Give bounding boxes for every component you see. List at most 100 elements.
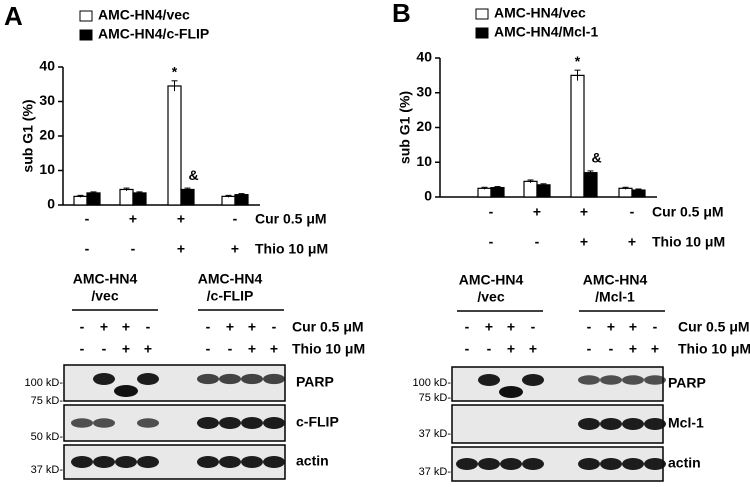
condition-sign: + <box>580 204 588 220</box>
blot-band <box>197 456 219 468</box>
condition-sign: + <box>651 341 659 357</box>
blot-band <box>137 418 159 428</box>
legend-label: AMC-HN4/Mcl-1 <box>494 24 598 40</box>
blot-band <box>522 458 544 470</box>
blot-band <box>578 418 600 430</box>
condition-sign: - <box>489 204 494 220</box>
condition-sign: + <box>485 319 493 335</box>
condition-sign: - <box>85 241 90 257</box>
y-tick-label: 30 <box>416 83 432 99</box>
bar <box>490 187 505 198</box>
group-label: /vec <box>477 289 504 305</box>
annotation: * <box>575 53 581 69</box>
condition-sign: + <box>144 341 152 357</box>
blot-band <box>500 458 522 470</box>
blot-band <box>644 458 666 470</box>
blot-band <box>241 456 263 468</box>
blot-band <box>93 456 115 468</box>
y-tick-label: 20 <box>416 118 432 134</box>
condition-sign: - <box>489 234 494 250</box>
condition-sign: - <box>233 211 238 227</box>
y-tick-label: 30 <box>39 92 55 108</box>
blot-band <box>197 373 219 385</box>
blot-band <box>71 418 93 428</box>
group-label: AMC-HN4 <box>459 272 524 288</box>
group-label: /vec <box>91 288 118 304</box>
blot-band <box>478 458 500 470</box>
condition-sign: - <box>80 319 85 335</box>
panel-label: A <box>4 1 23 31</box>
bar <box>583 172 598 198</box>
mw-marker: 75 kD- <box>31 395 64 407</box>
condition-sign: - <box>587 341 592 357</box>
condition-sign: - <box>487 341 492 357</box>
mw-marker: 100 kD- <box>412 377 451 389</box>
condition-sign: - <box>535 234 540 250</box>
condition-sign: - <box>146 319 151 335</box>
blot-band <box>522 374 544 386</box>
y-tick-label: 0 <box>424 188 432 204</box>
blot-label: PARP <box>296 374 334 390</box>
condition-sign: + <box>226 319 234 335</box>
condition-sign: - <box>206 341 211 357</box>
condition-sign: - <box>609 341 614 357</box>
blot-band <box>263 456 285 468</box>
mw-marker: 37 kD- <box>419 428 452 440</box>
condition-sign: - <box>630 204 635 220</box>
blot-band <box>499 386 523 398</box>
condition-sign: + <box>248 341 256 357</box>
blot-label: PARP <box>668 375 706 391</box>
y-axis-label: sub G1 (%) <box>20 99 36 172</box>
blot-band <box>578 458 600 470</box>
legend-label: AMC-HN4/vec <box>494 5 586 21</box>
blot-band <box>622 375 644 385</box>
bar <box>221 195 236 206</box>
condition-sign: - <box>465 319 470 335</box>
condition-sign: + <box>629 319 637 335</box>
condition-label: Thio 10 μM <box>255 241 328 257</box>
blot-band <box>219 417 241 429</box>
condition-sign: + <box>270 341 278 357</box>
annotation: & <box>188 167 198 183</box>
condition-sign: - <box>465 341 470 357</box>
blot-label: actin <box>668 455 701 471</box>
condition-sign: + <box>533 204 541 220</box>
blot-band <box>263 417 285 429</box>
blot-band <box>578 375 600 385</box>
blot-band <box>478 374 500 386</box>
annotation: & <box>591 150 601 166</box>
condition-label: Cur 0.5 μM <box>652 204 724 220</box>
condition-sign: + <box>122 319 130 335</box>
condition-sign: - <box>85 211 90 227</box>
annotation: * <box>172 64 178 80</box>
mw-marker: 75 kD- <box>419 392 452 404</box>
condition-sign: - <box>531 319 536 335</box>
mw-marker: 37 kD- <box>31 464 64 476</box>
y-tick-label: 0 <box>47 196 55 212</box>
condition-sign: + <box>177 211 185 227</box>
bar <box>477 187 492 198</box>
blot-band <box>600 375 622 385</box>
legend-swatch <box>475 27 489 39</box>
condition-sign: - <box>653 319 658 335</box>
blot-band <box>644 375 666 385</box>
y-tick-label: 10 <box>416 153 432 169</box>
condition-label: Cur 0.5 μM <box>255 211 327 227</box>
group-label: /c-FLIP <box>207 288 254 304</box>
condition-sign: - <box>102 341 107 357</box>
group-label: AMC-HN4 <box>73 271 138 287</box>
y-tick-label: 10 <box>39 161 55 177</box>
condition-sign: - <box>206 319 211 335</box>
condition-label: Thio 10 μM <box>652 234 725 250</box>
condition-sign: - <box>272 319 277 335</box>
legend-label: AMC-HN4/vec <box>98 7 190 23</box>
blot-band <box>219 373 241 385</box>
bar <box>618 187 633 198</box>
condition-label: Thio 10 μM <box>678 341 750 357</box>
y-tick-label: 20 <box>39 127 55 143</box>
bar <box>86 192 101 206</box>
condition-sign: + <box>507 341 515 357</box>
condition-sign: - <box>228 341 233 357</box>
condition-sign: + <box>231 241 239 257</box>
legend-swatch <box>79 10 93 22</box>
